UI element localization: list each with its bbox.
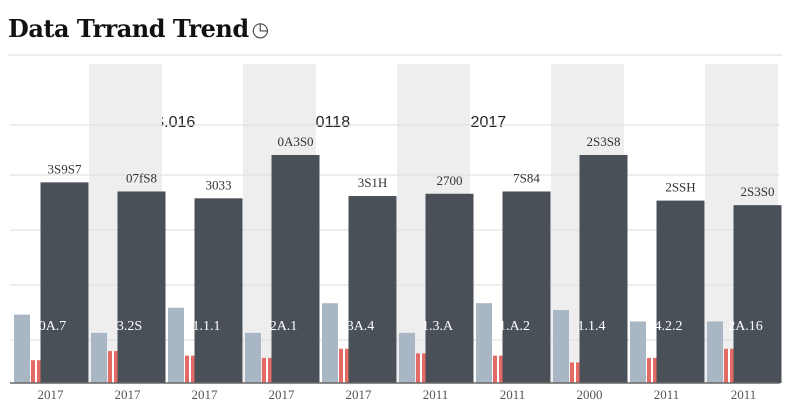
bar-dark [425,193,474,383]
bar-inner-label: 1.1.1 [193,319,221,334]
x-tick-label: 2011 [423,387,449,400]
bar-inner-label: 1.A.2 [499,319,530,334]
bar-dark [194,198,243,383]
bar-inner-label: 3A.4 [347,319,375,334]
bar-red-stripe [112,351,114,383]
bar-red-stripe [343,348,345,383]
bar-light [14,314,30,383]
x-tick-label: 2017 [115,387,142,400]
bar-red-stripe [189,355,191,383]
bar-light [707,321,723,383]
x-tick-label: 2011 [731,387,757,400]
bar-light [553,310,569,383]
bar-light [322,303,338,383]
bar-top-label: 7S84 [513,170,540,185]
bar-inner-label: 1.3.A [422,319,454,334]
bar-red-stripe [35,360,37,383]
bar-light [399,332,415,383]
bar-inner-label: 0A.7 [39,319,67,334]
bar-red-stripe [420,353,422,383]
bar-light [476,303,492,383]
bar-top-label: 3S1H [358,175,388,190]
bar-inner-label: 2A.1 [270,319,298,334]
x-tick-label: 2011 [654,387,680,400]
chart-title: Data Trrand Trend ◷ [8,14,269,43]
bar-inner-label: 2A.16 [728,319,763,334]
bar-top-label: 07fS8 [126,170,157,185]
clock-icon: ◷ [251,17,269,41]
bar-top-label: 3033 [206,177,232,192]
bar-dark [40,182,89,383]
bar-dark [656,200,705,383]
bar-top-label: 2S3S0 [741,184,775,199]
x-tick-label: 2000 [577,387,603,400]
bar-red-stripe [497,355,499,383]
bar-inner-label: 4.2.2 [655,319,683,334]
bar-dark [733,205,782,383]
bar-red-stripe [651,357,653,383]
bar-top-label: 2S3S8 [587,134,621,149]
x-tick-label: 2017 [38,387,65,400]
bar-red-stripe [574,362,576,383]
bar-light [91,332,107,383]
x-tick-label: 2017 [192,387,219,400]
chart-title-text: Data Trrand Trend [8,14,249,43]
x-tick-label: 2017 [346,387,373,400]
bar-top-label: 0A3S0 [277,134,313,149]
bar-inner-label: 3.2S [117,319,142,334]
bar-light [630,321,646,383]
bar-dark [271,155,320,383]
x-tick-label: 2017 [269,387,296,400]
bar-dark [117,191,166,383]
bar-top-label: 2SSH [665,180,695,195]
bar-inner-label: 1.1.4 [578,319,606,334]
bar-red-stripe [728,348,730,383]
bar-red-stripe [266,357,268,383]
bar-light [245,332,261,383]
bar-dark [502,191,551,383]
bar-top-label: 3S9S7 [48,161,82,176]
bar-dark [579,155,628,383]
bar-top-label: 2700 [437,173,463,188]
bar-light [168,307,184,383]
x-tick-label: 2011 [500,387,526,400]
bar-dark [348,196,397,383]
